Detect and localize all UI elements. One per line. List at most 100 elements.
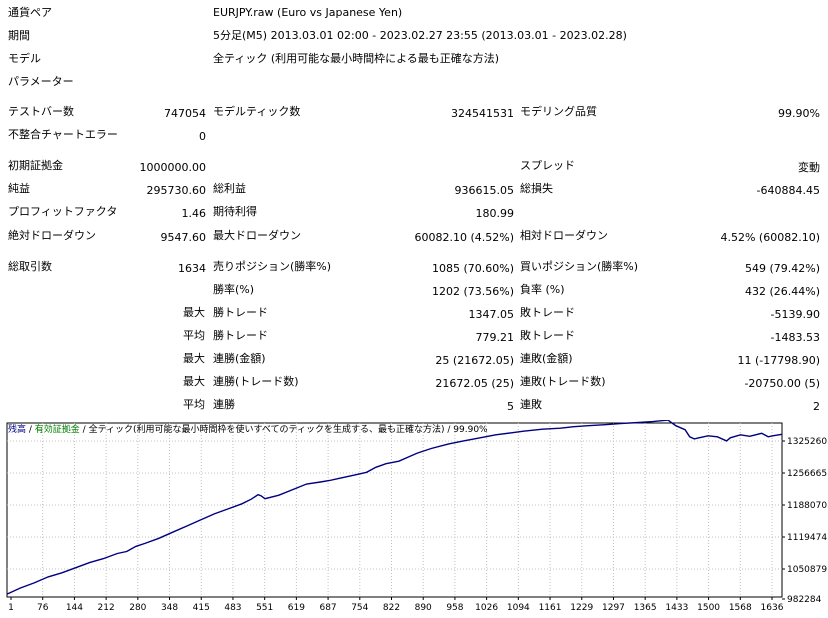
avg-consec-losses-label: 連敗 — [520, 398, 542, 411]
chart-title-sep3: / — [444, 425, 454, 435]
consec-losses-count-value: -20750.00 (5) — [744, 377, 820, 390]
avg-loss-label: 敗トレード — [520, 329, 575, 342]
gross-profit-value: 936615.05 — [454, 184, 515, 197]
x-tick-label: 212 — [98, 603, 115, 613]
x-tick-label: 1500 — [697, 603, 720, 613]
x-tick-label: 1161 — [539, 603, 562, 613]
avg-win-value: 779.21 — [475, 331, 515, 344]
ticks-label: モデルティック数 — [213, 105, 301, 118]
y-tick-label: 1188070 — [787, 501, 827, 511]
deposit-value: 1000000.00 — [139, 161, 206, 174]
x-tick-label: 687 — [319, 603, 336, 613]
avg-consec-wins-value: 5 — [507, 400, 514, 413]
x-tick-label: 551 — [256, 603, 273, 613]
x-tick-label: 483 — [224, 603, 241, 613]
loss-pct-label: 負率 (%) — [520, 283, 565, 296]
payoff-value: 180.99 — [475, 207, 515, 220]
total-trades-label: 総取引数 — [8, 260, 52, 273]
bars-label: テストバー数 — [8, 105, 74, 118]
max-dd-value: 60082.10 (4.52%) — [414, 231, 514, 244]
net-label: 純益 — [8, 182, 30, 195]
balance-chart: 1 76 144 212 280 348 415 483 551 619 687 754 822 890 9… — [4, 419, 828, 615]
max-consec-count-label: 最大 — [183, 375, 205, 388]
x-tick-label: 1365 — [634, 603, 657, 613]
bars-value: 747054 — [164, 107, 206, 120]
gross-loss-value: -640884.45 — [756, 184, 820, 197]
largest-label: 最大 — [183, 306, 205, 319]
ticks-value: 324541531 — [451, 107, 514, 120]
x-tick-label: 1297 — [602, 603, 625, 613]
quality-label: モデリング品質 — [520, 105, 597, 118]
net-value: 295730.60 — [146, 184, 207, 197]
y-tick-label: 1256665 — [787, 469, 827, 479]
period-value: 5分足(M5) 2013.03.01 02:00 - 2023.02.27 23… — [213, 29, 627, 42]
y-tick-label: 1119474 — [787, 533, 827, 543]
avg-consec-losses-value: 2 — [813, 400, 820, 413]
consec-losses-money-value: 11 (-17798.90) — [737, 354, 820, 367]
loss-pct-value: 432 (26.44%) — [744, 285, 820, 298]
abs-dd-value: 9547.60 — [160, 231, 207, 244]
symbol-value: EURJPY.raw (Euro vs Japanese Yen) — [213, 6, 403, 19]
x-tick-label: 1568 — [729, 603, 752, 613]
chart-title-sep2: / — [79, 425, 89, 435]
consec-wins-money-value: 25 (21672.05) — [435, 354, 514, 367]
chart-title-sep1: / — [26, 425, 35, 435]
x-tick-label: 890 — [415, 603, 432, 613]
y-tick-label: 1325260 — [787, 437, 827, 447]
x-tick-label: 144 — [66, 603, 83, 613]
plot-area — [6, 422, 783, 598]
pf-value: 1.46 — [181, 207, 207, 220]
y-tick-label: 982284 — [787, 595, 822, 605]
largest-loss-value: -5139.90 — [770, 308, 820, 321]
gross-profit-label: 総利益 — [213, 182, 246, 195]
chart-title-quality: 99.90% — [453, 425, 488, 435]
total-trades-value: 1634 — [178, 262, 206, 275]
mismatch-label: 不整合チャートエラー — [8, 128, 118, 141]
short-label: 売りポジション(勝率%) — [213, 260, 332, 273]
average-label: 平均 — [183, 329, 205, 342]
consec-wins-money-label: 連勝(金額) — [213, 352, 266, 365]
chart-title: 残高 / 有効証拠金 / 全ティック(利用可能な最小時間枠を使いすべてのティック… — [8, 424, 488, 436]
long-value: 549 (79.42%) — [744, 262, 820, 275]
model-value: 全ティック (利用可能な最小時間枠による最も正確な方法) — [213, 52, 500, 65]
max-consec-money-label: 最大 — [183, 352, 205, 365]
x-tick-label: 1094 — [507, 603, 530, 613]
symbol-label: 通貨ペア — [8, 6, 52, 19]
balance-chart-svg: 1 76 144 212 280 348 415 483 551 619 687 754 822 890 9… — [6, 419, 827, 613]
x-tick-label: 958 — [446, 603, 463, 613]
spread-label: スプレッド — [520, 159, 575, 172]
largest-win-label: 勝トレード — [213, 306, 268, 319]
chart-title-model: 全ティック(利用可能な最小時間枠を使いすべてのティックを生成する、最も正確な方法… — [88, 425, 445, 435]
mismatch-value: 0 — [199, 130, 206, 143]
consec-wins-count-label: 連勝(トレード数) — [213, 375, 299, 388]
avg-win-label: 勝トレード — [213, 329, 268, 342]
largest-win-value: 1347.05 — [468, 308, 515, 321]
x-tick-label: 1026 — [475, 603, 498, 613]
consec-losses-count-label: 連敗(トレード数) — [520, 375, 606, 388]
win-pct-label: 勝率(%) — [213, 283, 255, 296]
consec-wins-count-value: 21672.05 (25) — [435, 377, 514, 390]
avg-consec-wins-label: 連勝 — [213, 398, 235, 411]
x-tick-label: 1229 — [570, 603, 593, 613]
gross-loss-label: 総損失 — [520, 182, 553, 195]
x-tick-label: 1 — [8, 603, 14, 613]
x-tick-label: 280 — [129, 603, 146, 613]
deposit-label: 初期証拠金 — [8, 159, 63, 172]
abs-dd-label: 絶対ドローダウン — [8, 229, 96, 242]
win-pct-value: 1202 (73.56%) — [431, 285, 514, 298]
x-tick-label: 415 — [193, 603, 210, 613]
x-tick-label: 619 — [288, 603, 305, 613]
balance-series-line — [6, 419, 783, 595]
spread-value: 変動 — [798, 161, 820, 174]
avg-loss-value: -1483.53 — [770, 331, 820, 344]
quality-value: 99.90% — [778, 107, 820, 120]
period-label: 期間 — [8, 29, 30, 42]
max-dd-label: 最大ドローダウン — [213, 229, 301, 242]
x-tick-label: 754 — [351, 603, 368, 613]
x-tick-label: 1636 — [761, 603, 784, 613]
y-tick-label: 1050879 — [787, 565, 827, 575]
x-tick-label: 348 — [161, 603, 178, 613]
chart-title-balance: 残高 — [8, 425, 27, 435]
chart-title-equity: 有効証拠金 — [34, 425, 80, 435]
rel-dd-value: 4.52% (60082.10) — [720, 231, 820, 244]
